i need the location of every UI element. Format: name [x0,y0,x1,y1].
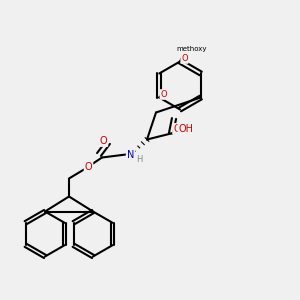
Text: OH: OH [178,124,194,134]
Text: methoxy: methoxy [177,46,207,52]
Text: OC(=O)[C@@H](Cc1ccc(OC)cc1OC)CNC(=O)OCc1c2ccccc2c2ccccc12: OC(=O)[C@@H](Cc1ccc(OC)cc1OC)CNC(=O)OCc1… [55,146,245,151]
Text: O: O [160,90,167,99]
Text: O: O [100,136,107,146]
Text: N: N [127,149,134,160]
Text: O: O [85,161,92,172]
Text: H: H [136,154,143,164]
Text: O: O [173,124,181,134]
Text: O: O [181,54,188,63]
